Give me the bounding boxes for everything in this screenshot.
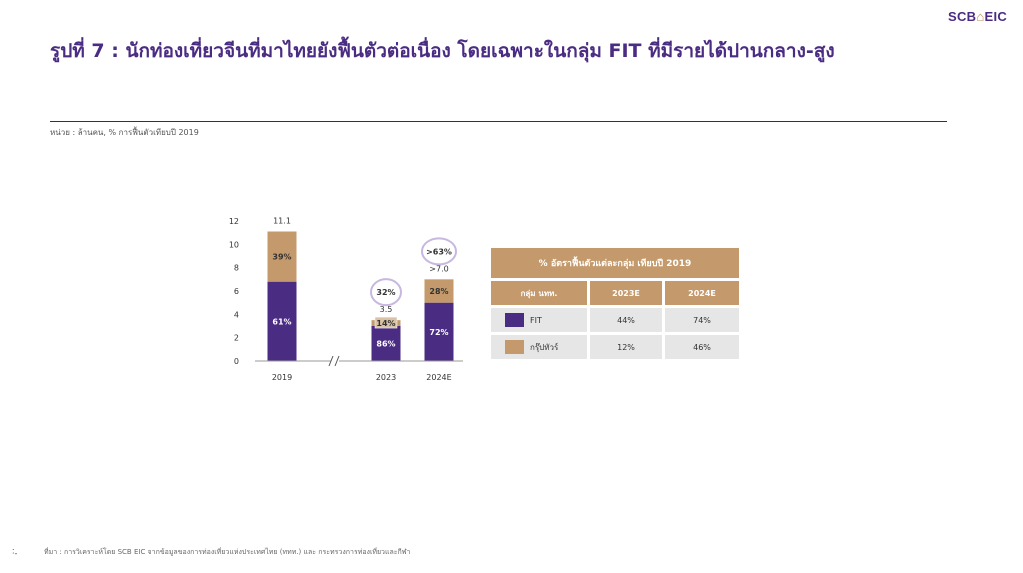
page-marker: . ·- — [12, 543, 18, 558]
recovery-circle — [421, 237, 457, 266]
table-cell-group: FIT — [491, 308, 587, 332]
table-header-row: กลุ่ม นทท. 2023E 2024E — [491, 281, 739, 305]
unit-note: หน่วย : ล้านคน, % การฟื้นตัวเทียบปี 2019 — [50, 128, 199, 137]
bar-group-tour — [424, 279, 454, 303]
share-label: 28% — [429, 287, 448, 296]
legend-swatch-fit — [505, 313, 524, 327]
page-title: รูปที่ 7 : นักท่องเที่ยวจีนที่มาไทยยังฟื… — [50, 40, 835, 62]
x-tick-label: 2023 — [376, 373, 396, 382]
axis-break-mark — [328, 355, 334, 367]
logo-suffix: EIC — [984, 9, 1008, 24]
logo-text: SCB — [948, 9, 977, 24]
y-tick-label: 0 — [234, 357, 239, 366]
axis-break-mark — [334, 355, 340, 367]
recovery-table: % อัตราฟื้นตัวแต่ละกลุ่ม เทียบปี 2019 กล… — [491, 248, 739, 359]
table-row: กรุ๊ปทัวร์ 12% 46% — [491, 335, 739, 359]
share-label: 39% — [272, 253, 291, 262]
table-cell-2024: 74% — [665, 308, 739, 332]
title-divider — [50, 121, 947, 122]
x-tick-label: 2024E — [426, 373, 451, 382]
bar-fit — [424, 302, 454, 361]
table-header-2024: 2024E — [665, 281, 739, 305]
group-label: กรุ๊ปทัวร์ — [530, 342, 559, 352]
table-cell-group: กรุ๊ปทัวร์ — [491, 335, 587, 359]
source-note: ที่มา : การวิเคราะห์โดย SCB EIC จากข้อมู… — [44, 548, 411, 556]
recovery-label: 32% — [376, 288, 395, 297]
total-label: 3.5 — [380, 305, 393, 314]
total-label: >7.0 — [429, 264, 448, 273]
table-cell-2023: 44% — [590, 308, 662, 332]
group-label: FIT — [530, 315, 542, 325]
y-tick-label: 10 — [229, 240, 239, 249]
bar-fit — [371, 326, 401, 361]
share-label: 86% — [376, 340, 395, 349]
share-label: 14% — [376, 319, 395, 328]
bar-fit — [267, 281, 297, 361]
x-tick-label: 2019 — [272, 373, 292, 382]
y-tick-label: 4 — [234, 310, 239, 319]
table-row: FIT 44% 74% — [491, 308, 739, 332]
recovery-label: >63% — [426, 247, 452, 256]
share-label-box — [374, 316, 398, 329]
recovery-circle — [370, 278, 402, 307]
y-tick-label: 6 — [234, 287, 239, 296]
table-header-group: กลุ่ม นทท. — [491, 281, 587, 305]
scb-eic-logo: SCB⌂EIC — [948, 9, 1007, 24]
house-icon: ⌂ — [976, 9, 985, 24]
y-tick-label: 12 — [229, 217, 239, 226]
table-header-2023: 2023E — [590, 281, 662, 305]
bar-group-tour — [267, 231, 297, 282]
share-label: 72% — [429, 328, 448, 337]
y-tick-label: 8 — [234, 264, 239, 273]
table-cell-2024: 46% — [665, 335, 739, 359]
table-cell-2023: 12% — [590, 335, 662, 359]
table-title: % อัตราฟื้นตัวแต่ละกลุ่ม เทียบปี 2019 — [491, 248, 739, 278]
legend-swatch-group-tour — [505, 340, 524, 354]
share-label: 61% — [272, 317, 291, 326]
y-tick-label: 2 — [234, 334, 239, 343]
total-label: 11.1 — [273, 217, 291, 226]
